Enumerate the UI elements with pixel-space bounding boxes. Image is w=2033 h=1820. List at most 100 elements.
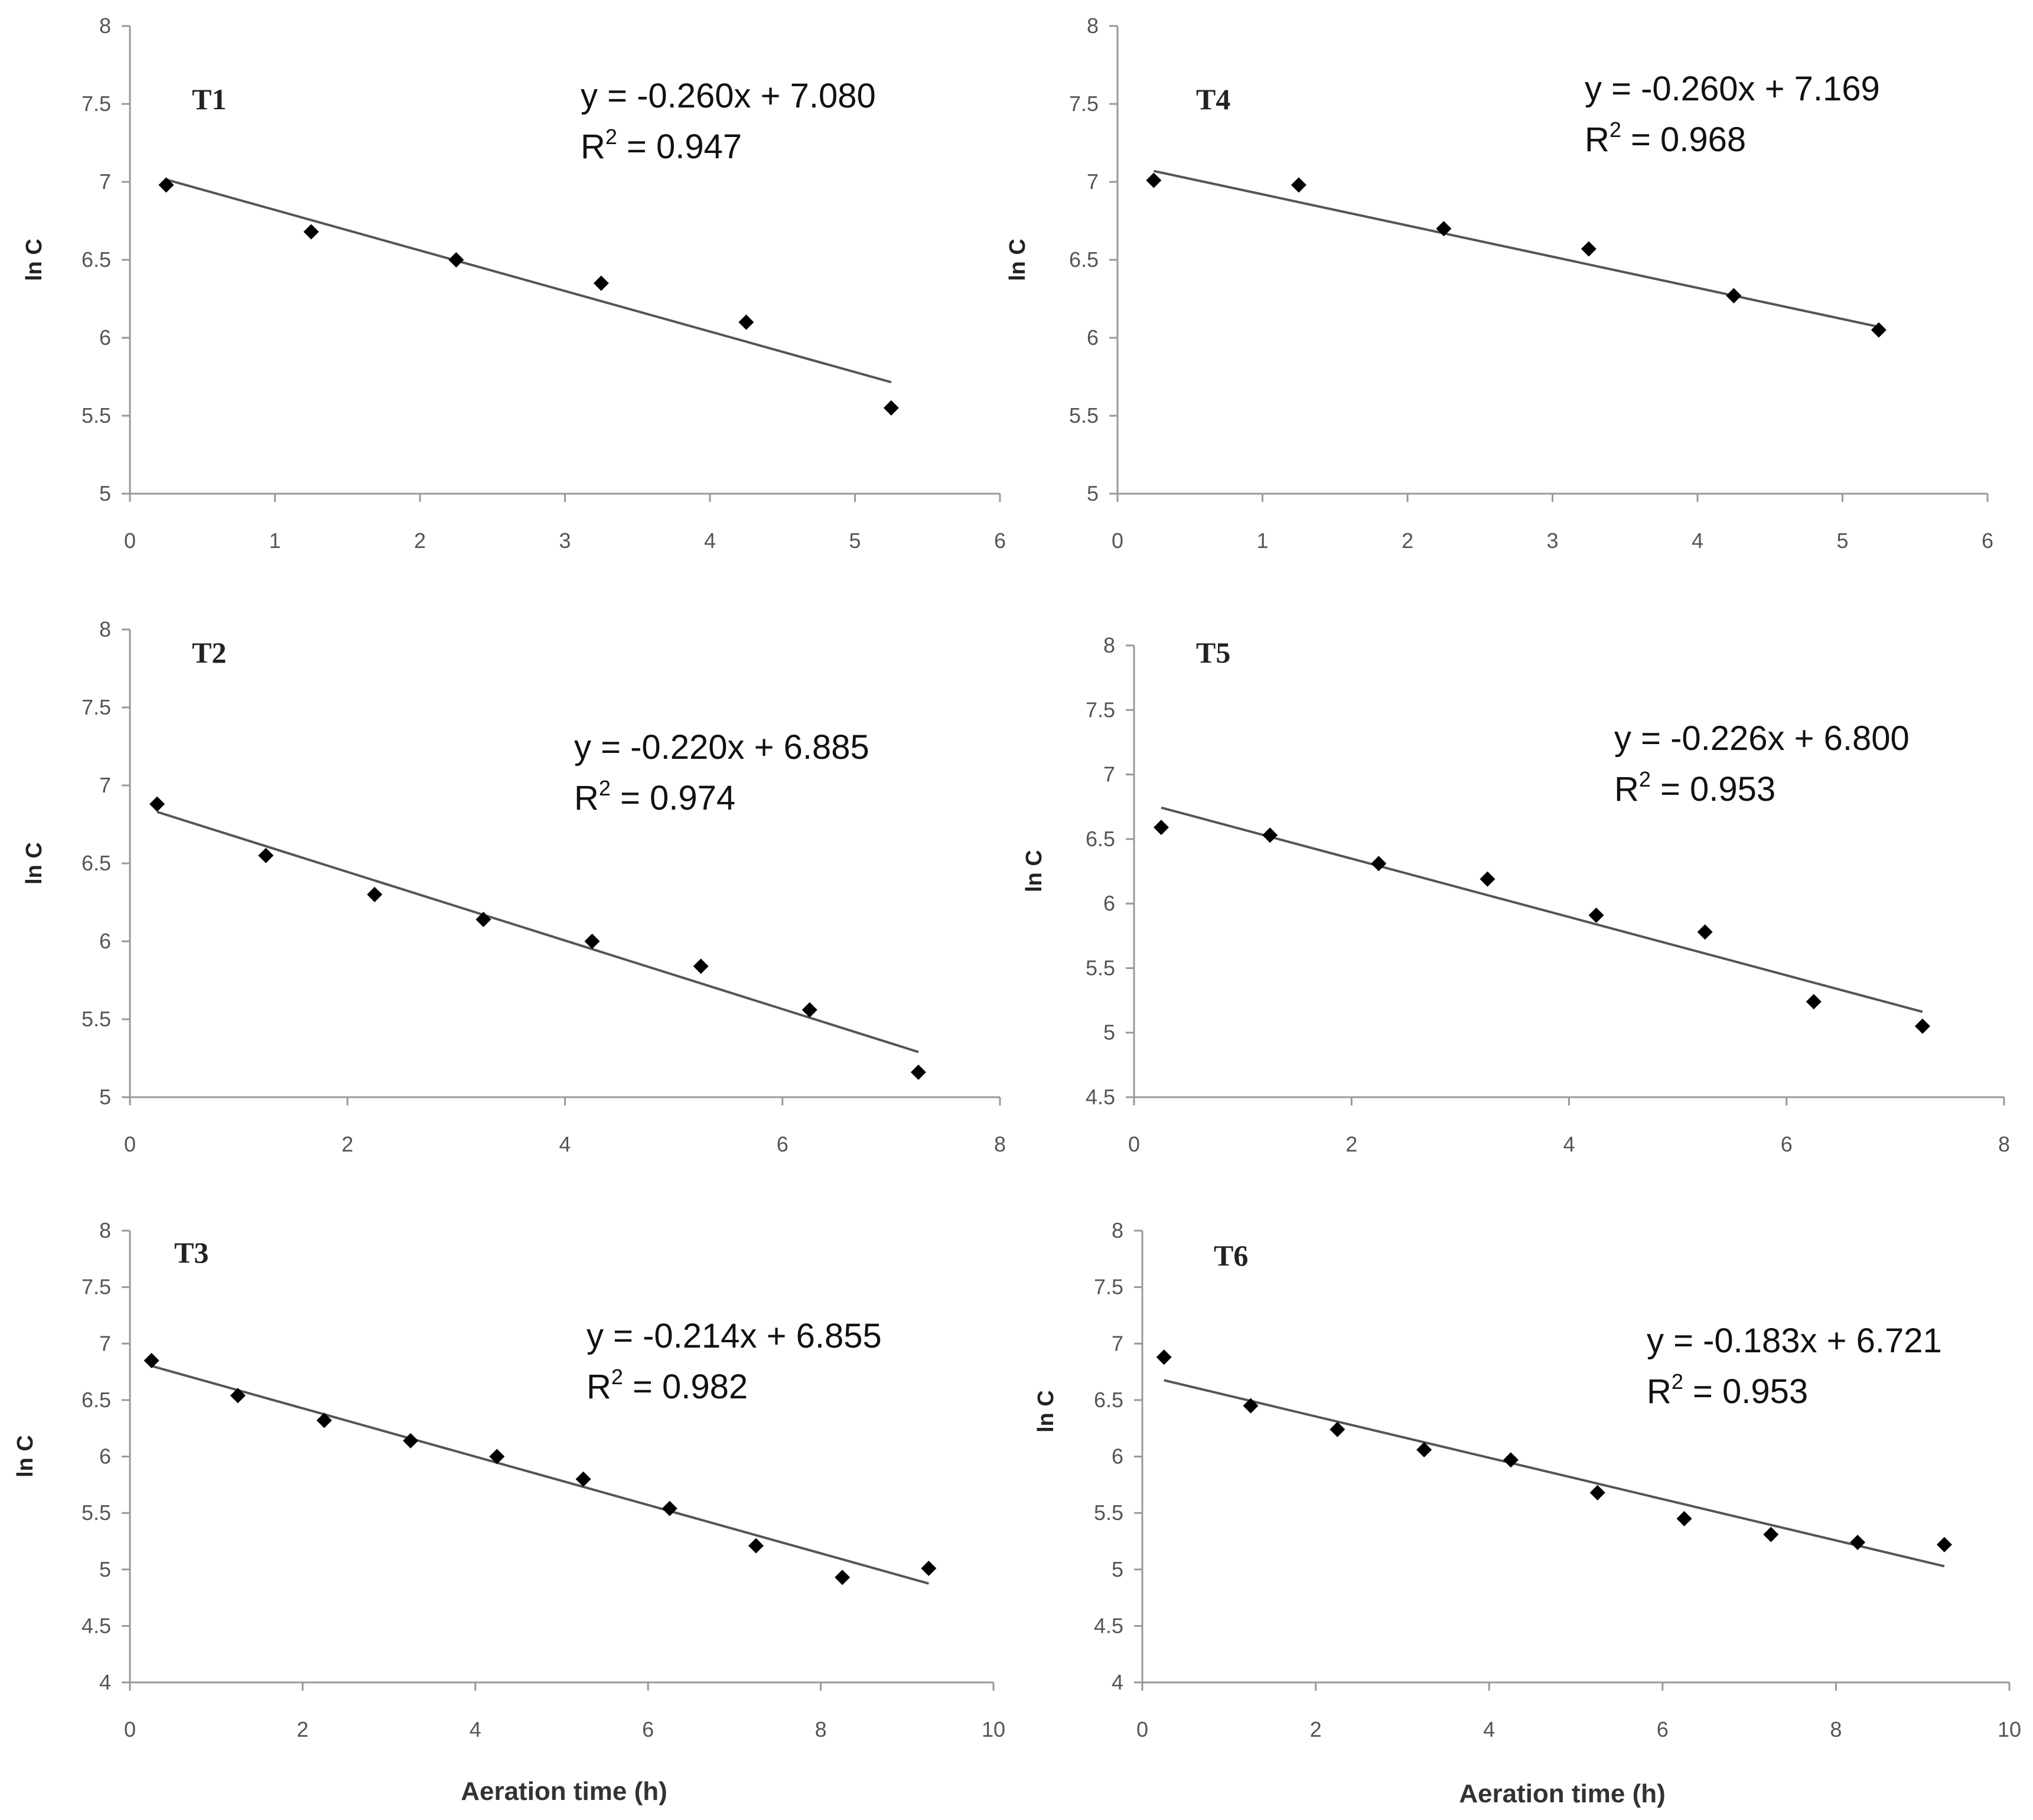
x-tick-label: 1: [269, 529, 281, 553]
y-tick-label: 8: [1087, 14, 1099, 38]
x-tick-label: 8: [1998, 1132, 2010, 1156]
y-tick-label: 6: [1087, 325, 1099, 350]
regression-equation: y = -0.260x + 7.080: [581, 77, 876, 115]
r-squared: R2 = 0.974: [574, 776, 735, 817]
chart-panel-t4: 5 5.5 6 6.5 7 7.5 8 0 1 2 3 4 5 6 T4 y = -0.260x + 7.16…: [1005, 14, 1993, 553]
data-point: [1503, 1452, 1519, 1468]
r-squared-value: = 0.953: [1683, 1372, 1808, 1411]
y-tick-label: 6.5: [82, 851, 111, 875]
y-tick-label: 7: [99, 169, 111, 194]
y-tick-label: 6: [99, 325, 111, 350]
r-squared-value: = 0.947: [617, 128, 742, 166]
trendline: [1164, 1379, 1945, 1568]
x-tick-label: 1: [1256, 529, 1268, 553]
y-tick-label: 5.5: [1086, 955, 1115, 980]
r-squared-exponent: 2: [605, 125, 617, 149]
data-point: [1726, 288, 1742, 304]
r-squared-value: = 0.974: [611, 779, 735, 817]
x-tick-label: 0: [124, 1132, 136, 1156]
data-point: [149, 796, 165, 812]
panel-label: T4: [1196, 83, 1230, 116]
r-squared-exponent: 2: [1610, 118, 1621, 142]
r-squared-exponent: 2: [611, 1365, 623, 1389]
regression-equation: y = -0.214x + 6.855: [587, 1317, 882, 1355]
x-tick-label: 2: [341, 1132, 353, 1156]
data-point: [158, 177, 174, 193]
y-tick-label: 5: [99, 1085, 111, 1109]
panel-label: T6: [1214, 1239, 1248, 1272]
y-tick-label: 6.5: [82, 1388, 111, 1412]
x-axis-label: Aeration time (h): [461, 1777, 667, 1806]
y-tick-label: 6: [1112, 1444, 1123, 1469]
x-tick-label: 6: [1982, 529, 1993, 553]
data-point: [1371, 856, 1387, 872]
y-tick-label: 4.5: [82, 1613, 111, 1638]
x-tick-label: 2: [414, 529, 426, 553]
data-point: [1589, 1485, 1605, 1501]
y-tick-label: 5.5: [1069, 403, 1099, 428]
panel-label: T1: [192, 83, 226, 116]
r-squared-value: = 0.982: [623, 1368, 748, 1406]
data-point: [1806, 994, 1822, 1010]
y-tick-label: 7.5: [82, 1275, 111, 1299]
y-tick-label: 6: [99, 929, 111, 953]
y-tick-label: 8: [1103, 633, 1115, 657]
y-tick-label: 5.5: [82, 403, 111, 428]
data-point: [1763, 1527, 1779, 1542]
data-point: [475, 912, 491, 928]
r-squared: R2 = 0.953: [1614, 767, 1775, 808]
x-tick-label: 2: [1310, 1717, 1322, 1741]
y-axis-label: ln C: [1034, 1390, 1058, 1433]
trendline: [1161, 806, 1923, 1013]
r-squared-symbol: R: [587, 1368, 611, 1406]
y-axis-label: ln C: [1005, 239, 1030, 281]
x-tick-label: 6: [642, 1717, 654, 1741]
r-squared-symbol: R: [1647, 1372, 1672, 1411]
data-point: [1914, 1018, 1930, 1034]
r-squared-exponent: 2: [1672, 1369, 1683, 1394]
y-tick-label: 6.5: [1069, 247, 1099, 272]
r-squared: R2 = 0.982: [587, 1365, 748, 1406]
data-point: [1146, 172, 1162, 188]
y-tick-label: 5: [99, 1557, 111, 1581]
x-tick-label: 6: [777, 1132, 789, 1156]
data-point: [1936, 1537, 1952, 1552]
data-point: [1850, 1534, 1866, 1550]
x-tick-label: 4: [1692, 529, 1703, 553]
x-tick-label: 8: [994, 1132, 1006, 1156]
regression-equation: y = -0.260x + 7.169: [1585, 70, 1880, 108]
y-tick-label: 7: [1112, 1331, 1123, 1355]
y-tick-label: 6.5: [82, 247, 111, 272]
x-tick-label: 6: [994, 529, 1006, 553]
x-tick-label: 0: [1136, 1717, 1148, 1741]
r-squared-symbol: R: [1585, 120, 1610, 159]
data-point: [1291, 177, 1307, 193]
regression-equation: y = -0.226x + 6.800: [1614, 719, 1910, 758]
data-point: [738, 314, 754, 330]
x-tick-label: 0: [1112, 529, 1123, 553]
x-tick-label: 0: [124, 1717, 136, 1741]
y-tick-label: 5: [1112, 1557, 1123, 1581]
y-tick-label: 8: [99, 1218, 111, 1242]
data-point: [1330, 1421, 1345, 1437]
r-squared-exponent: 2: [599, 776, 611, 800]
regression-equation: y = -0.220x + 6.885: [574, 728, 869, 767]
data-point: [1262, 827, 1278, 843]
data-point: [1480, 871, 1496, 887]
x-tick-label: 8: [1830, 1717, 1842, 1741]
data-point: [1156, 1349, 1172, 1365]
data-point: [448, 252, 464, 268]
regression-equation: y = -0.183x + 6.721: [1647, 1322, 1942, 1360]
data-point: [921, 1560, 937, 1576]
data-point: [144, 1352, 159, 1368]
trendline: [151, 1365, 929, 1585]
x-tick-label: 4: [1483, 1717, 1495, 1741]
y-tick-label: 7: [99, 1331, 111, 1355]
data-point: [303, 224, 319, 240]
y-tick-label: 4: [1112, 1670, 1123, 1694]
y-tick-label: 5: [1103, 1020, 1115, 1045]
y-axis-label: ln C: [22, 842, 47, 885]
y-tick-label: 7.5: [1069, 92, 1099, 116]
data-point: [693, 958, 709, 974]
